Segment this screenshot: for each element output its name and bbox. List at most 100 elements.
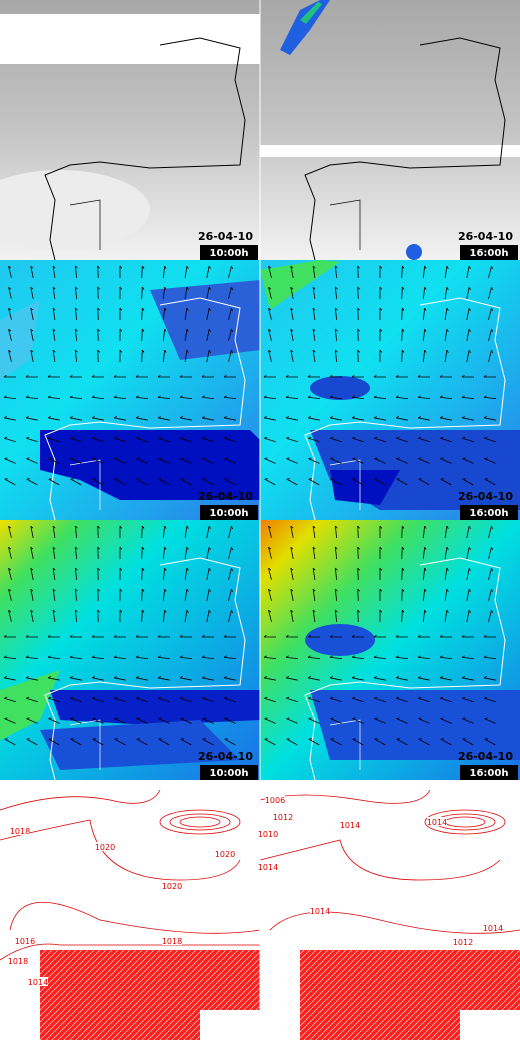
wind-arrow [91,395,105,399]
wind-arrow [48,717,60,724]
wind-arrow [488,568,494,580]
wind-arrow [91,416,104,421]
wind-arrow [91,374,104,378]
wind-arrow [418,457,430,464]
wind-arrow [263,416,276,421]
wind-arrow [312,567,316,580]
wind-arrow [439,634,452,638]
wind-arrow [4,717,16,724]
wind-arrow [488,589,494,601]
wind-arrow [461,416,474,421]
wind-arrow [184,286,189,299]
wind-arrow [335,307,338,321]
wind-arrow [418,738,430,746]
wind-arrow [379,349,383,362]
wind-arrow [484,436,496,443]
wind-arrow [91,676,104,681]
wind-arrow [417,634,430,638]
wind-arrow [228,266,234,278]
wind-arrow [351,374,364,378]
contour-label-bg [310,906,330,915]
wind-arrow [75,328,78,342]
wind-arrow [374,436,386,443]
wind-arrow [357,609,360,623]
wind-arrow [396,717,408,724]
wind-arrow [307,655,321,659]
wind-arrow [228,287,234,299]
wind-arrow [352,717,364,724]
wind-arrow [180,478,192,486]
wind-arrow [157,374,170,378]
wind-arrow [440,696,452,703]
wind-arrow [69,676,82,681]
wind-arrow [48,436,60,443]
contour-label-bg [483,923,503,932]
wind-arrow [440,436,452,443]
wind-arrow [330,696,342,703]
wind-arrow [417,676,430,681]
wind-arrow [157,676,170,681]
wind-arrow [307,676,320,681]
wind-arrow [8,307,12,320]
wind-arrow [228,526,234,538]
wind-arrow [97,307,100,321]
wind-arrow [141,567,145,581]
wind-arrow [263,395,277,399]
wind-arrow [268,588,272,601]
time-label: 10:00h [210,768,249,779]
wind-arrow [119,307,123,320]
wind-arrow [466,286,471,299]
wind-arrow [206,328,211,341]
wind-arrow [91,655,105,659]
time-box [200,505,258,520]
time-label: 10:00h [210,508,249,519]
wind-arrow [285,416,298,421]
wind-arrow [462,738,474,746]
wind-arrow [223,416,236,421]
wind-arrow [113,374,126,378]
contour-label: 1020 [215,850,235,859]
wind-arrow [141,328,145,342]
wind-arrow [179,416,192,421]
wind-arrow [396,457,408,464]
wind-arrow [52,349,56,362]
wind-arrow [461,634,474,638]
contour-label-bg [95,842,115,851]
wind-arrow [357,588,360,602]
wind-arrow [224,738,236,746]
wind-arrow [263,676,276,681]
wind-arrow [26,696,38,703]
wind-arrow [180,457,192,464]
wind-arrow [417,655,431,659]
wind-arrow [8,588,12,601]
wind-arrow [3,416,16,421]
wind-arrow [373,395,387,399]
wind-arrow [335,546,338,560]
border [329,459,361,510]
wind-arrow [286,436,298,443]
wind-arrow [92,717,104,724]
wind-arrow [466,588,471,601]
coastline [304,37,506,261]
wind-arrow [335,349,338,363]
contour-label-bg [427,817,447,826]
wind-arrow [379,609,383,622]
wind-arrow [461,395,475,399]
wind-arrow [228,308,234,320]
wind-arrow [374,738,386,746]
wind-arrow [417,374,430,378]
contour-label-bg [215,849,235,858]
wind-arrow [158,436,170,443]
contour-label-bg [15,936,35,945]
wind-arrow [91,634,104,638]
wind-panel-left [0,260,260,520]
wind-arrow [3,655,17,659]
wind-arrow [201,395,215,399]
wind-arrow [488,308,494,320]
wind-arrow [379,328,383,341]
wind-arrow [466,567,471,580]
wind-arrow [290,588,294,601]
wind-arrow [4,478,16,486]
wind-arrow [401,307,405,321]
